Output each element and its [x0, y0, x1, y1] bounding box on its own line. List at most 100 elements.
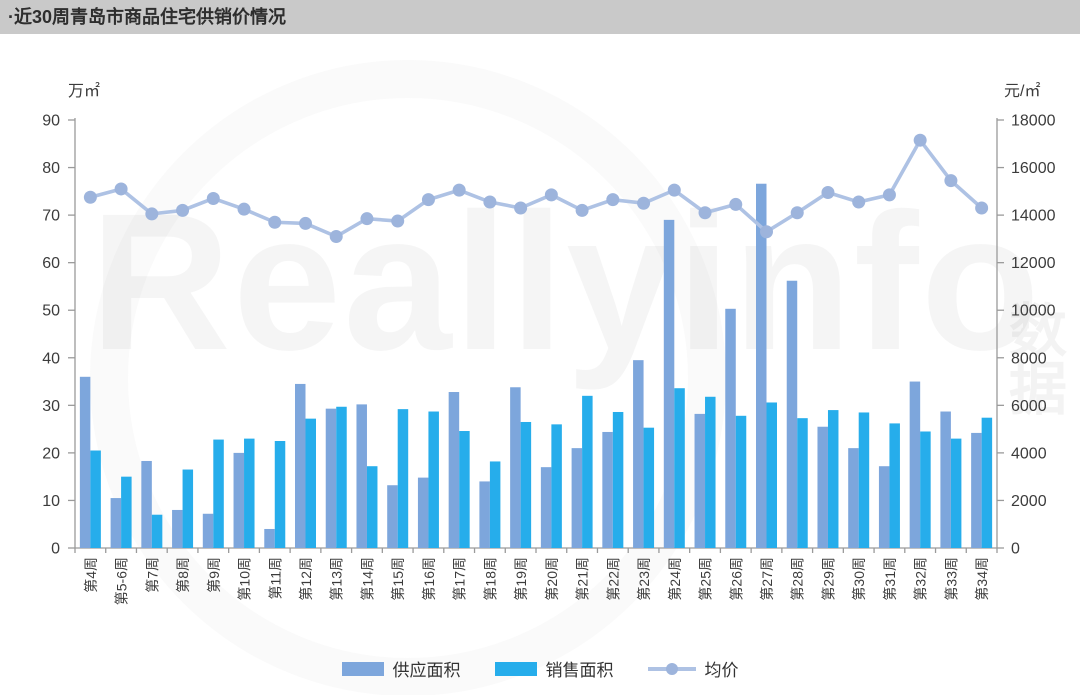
price-point — [606, 193, 620, 207]
bar-sales — [674, 388, 685, 548]
x-tick-label: 第20周 — [544, 557, 560, 601]
bar-supply — [633, 360, 644, 548]
bar-sales — [336, 406, 347, 548]
price-point — [760, 225, 773, 239]
svg-text:元/㎡: 元/㎡ — [1004, 82, 1040, 100]
svg-text:12000: 12000 — [1011, 255, 1056, 272]
bar-supply — [510, 387, 521, 548]
svg-text:万㎡: 万㎡ — [68, 82, 100, 100]
bar-sales — [950, 438, 962, 548]
x-tick-label: 第17周 — [452, 557, 468, 601]
x-tick-label: 第15周 — [390, 557, 406, 601]
price-point — [544, 188, 558, 202]
legend-item-supply[interactable]: 供应面积 — [341, 656, 461, 681]
price-point — [299, 216, 312, 230]
bar-supply — [141, 460, 152, 548]
bar-supply — [417, 477, 429, 548]
bar-supply — [264, 528, 275, 548]
bar-sales — [858, 412, 870, 548]
price-point — [821, 186, 835, 200]
price-point — [637, 196, 651, 210]
bar-sales — [459, 431, 470, 548]
svg-text:6000: 6000 — [1011, 398, 1047, 415]
chart-legend: 供应面积 销售面积 均价 — [0, 656, 1080, 681]
legend-label-supply: 供应面积 — [392, 661, 461, 680]
svg-text:0: 0 — [1011, 541, 1020, 558]
bar-sales — [305, 418, 316, 548]
bar-sales — [90, 450, 101, 548]
x-tick-label: 第24周 — [667, 557, 683, 601]
svg-text:40: 40 — [42, 350, 60, 367]
bar-sales — [121, 476, 132, 548]
price-point — [975, 201, 989, 215]
x-tick-label: 第29周 — [820, 557, 836, 601]
price-point — [575, 203, 589, 217]
sales-bars — [90, 388, 993, 548]
bar-sales — [274, 441, 286, 548]
x-tick-label: 第18周 — [482, 557, 498, 601]
svg-text:18000: 18000 — [1011, 113, 1056, 130]
bar-supply — [479, 481, 490, 548]
bar-sales — [489, 461, 501, 548]
bar-sales — [981, 417, 993, 548]
price-point — [206, 191, 220, 205]
bar-supply — [817, 426, 828, 548]
bar-sales — [612, 411, 624, 548]
price-point — [176, 203, 190, 217]
legend-label-price: 均价 — [704, 661, 739, 680]
bar-sales — [151, 514, 163, 548]
x-tick-label: 第25周 — [698, 557, 714, 601]
title-bar: ·近30周青岛市商品住宅供销价情况 — [0, 0, 1080, 34]
bar-sales — [428, 411, 439, 548]
x-tick-label: 第7周 — [144, 557, 160, 593]
x-tick-label: 第8周 — [175, 557, 191, 593]
x-tick-label: 第19周 — [513, 557, 529, 601]
price-point — [83, 190, 97, 204]
bar-sales — [889, 423, 900, 548]
price-point — [944, 174, 958, 188]
svg-text:4000: 4000 — [1011, 445, 1047, 462]
x-tick-label: 第32周 — [913, 557, 929, 601]
x-axis: 第4周 第5-6周 第7周 第8周 第9周 第10周 第11周 第12周 第13周 第14周 第15… — [74, 548, 998, 605]
price-point — [452, 183, 466, 197]
bar-supply — [202, 513, 214, 548]
price-line — [83, 133, 989, 244]
bar-sales — [551, 424, 562, 548]
legend-item-sales[interactable]: 销售面积 — [494, 656, 614, 681]
bar-supply — [663, 219, 675, 548]
bar-supply — [725, 308, 736, 548]
bar-sales — [797, 418, 808, 548]
left-axis-ticks: 0 10 20 30 40 50 60 70 80 90 — [42, 113, 75, 558]
price-point — [360, 212, 374, 226]
svg-text:80: 80 — [42, 160, 60, 177]
bar-supply — [602, 431, 613, 548]
price-point — [852, 195, 866, 209]
bar-supply — [325, 408, 337, 548]
bar-supply — [571, 448, 583, 548]
bar-sales — [244, 438, 255, 548]
x-tick-label: 第14周 — [359, 557, 375, 601]
bar-supply — [79, 376, 91, 548]
bar-sales — [582, 395, 593, 548]
svg-text:8000: 8000 — [1011, 350, 1047, 367]
bar-supply — [971, 432, 982, 548]
x-tick-label: 第21周 — [575, 557, 591, 601]
x-tick-label: 第26周 — [728, 557, 744, 601]
price-point — [329, 230, 343, 244]
bar-sales — [366, 466, 378, 548]
bar-sales — [735, 415, 747, 548]
price-point — [237, 202, 251, 216]
bar-supply — [448, 392, 460, 548]
bar-supply — [295, 383, 306, 548]
x-tick-label: 第34周 — [974, 557, 990, 601]
bar-supply — [909, 381, 921, 548]
svg-text:60: 60 — [42, 255, 60, 272]
x-tick-label: 第23周 — [636, 557, 652, 601]
legend-item-price[interactable]: 均价 — [647, 656, 739, 681]
x-tick-label: 第11周 — [267, 557, 283, 600]
bar-supply — [387, 485, 398, 548]
x-tick-label: 第31周 — [882, 557, 898, 601]
price-point — [698, 206, 712, 220]
bar-supply — [756, 183, 767, 549]
